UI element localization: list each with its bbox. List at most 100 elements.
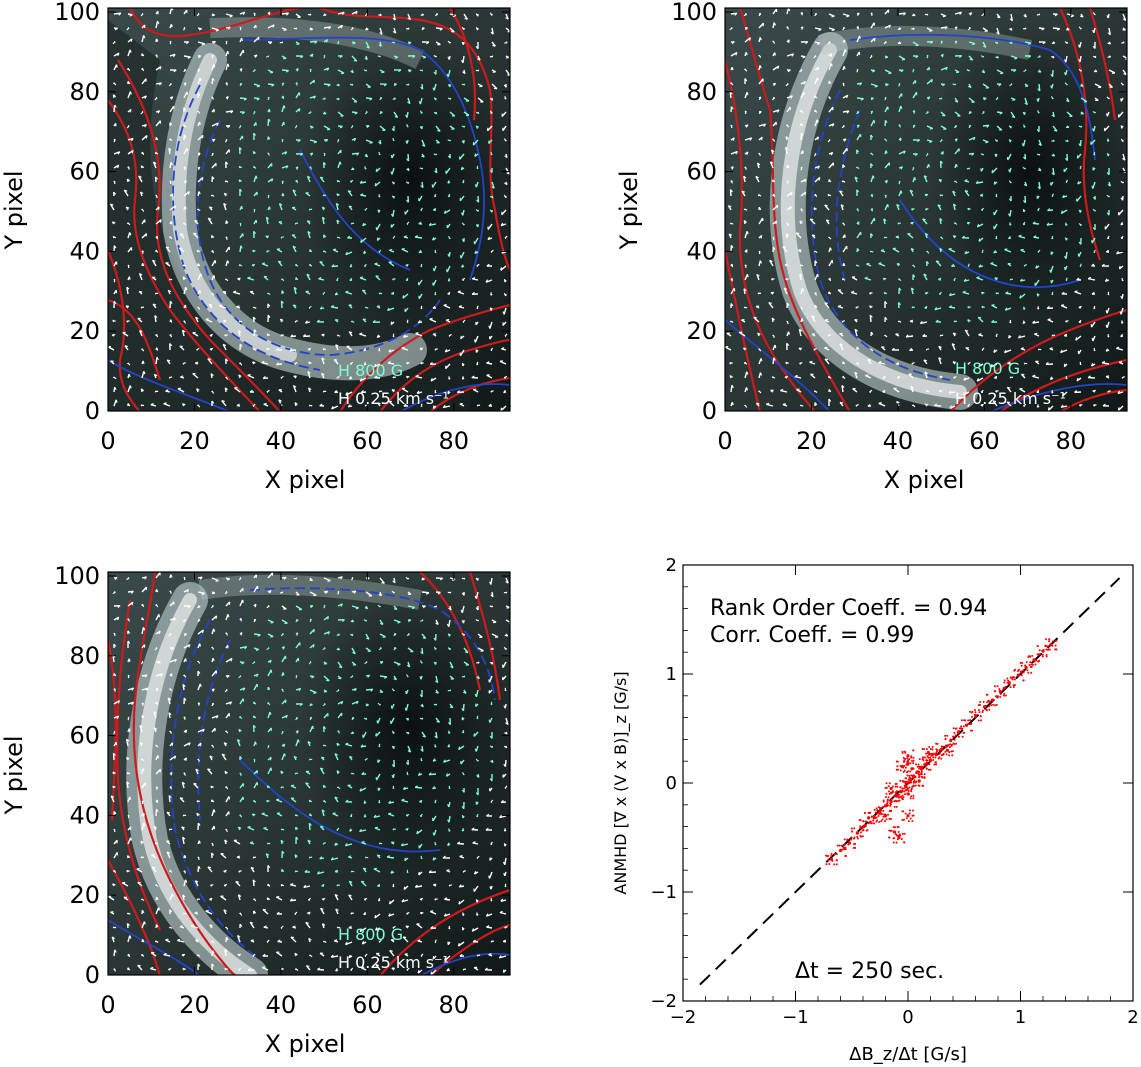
vector-arrow-head [1024,102,1028,106]
vector-arrow [505,167,510,175]
vector-arrow-head [461,577,465,580]
vector-arrow-head [350,27,354,31]
vector-arrow-head [731,384,734,389]
vector-arrow [345,743,353,747]
vector-arrow-head [349,828,352,832]
vector-arrow-head [885,119,888,124]
vector-arrow-head [1092,208,1096,212]
vector-arrow-head [434,799,437,803]
vector-arrow-head [239,716,243,720]
vector-arrow-head [504,155,508,159]
vector-arrow [220,895,227,901]
vector-arrow-head [828,389,832,393]
vector-arrow [267,669,272,677]
vector-arrow-head [755,175,759,179]
vector-arrow-head [435,622,439,626]
vector-arrow-head [171,8,174,11]
vector-arrow-head [929,127,933,130]
vector-arrow-head [170,24,173,28]
vector-arrow-head [337,786,341,790]
vector-arrow [155,572,161,579]
vector-arrow-head [211,194,215,197]
vector-arrow-head [790,95,793,99]
vector-arrow-head [404,707,407,711]
vector-arrow [1090,321,1096,328]
vector-arrow-head [786,26,789,30]
vector-arrow-head [436,720,440,723]
vector-arrow-head [323,744,327,747]
vector-arrow-head [140,111,144,115]
vector-arrow [113,12,122,15]
vector-arrow [772,109,780,113]
vector-arrow [220,853,227,859]
vector-arrow-head [500,267,503,271]
vector-arrow-head [870,233,874,237]
vector-arrow [219,305,227,309]
vector-arrow [405,703,409,711]
vector-arrow-head [127,630,131,634]
vector-arrow [222,344,227,351]
vector-arrow-head [224,689,228,693]
vector-arrow-head [363,619,367,622]
vector-arrow-head [461,125,465,128]
vector-arrow-head [1122,18,1127,21]
vector-arrow-head [813,55,817,59]
vector-arrow [407,153,410,162]
vector-arrow [281,655,287,663]
vector-arrow-head [278,399,282,402]
vector-arrow-head [435,691,439,694]
vector-arrow-head [883,291,888,295]
vector-arrow-head [294,854,298,857]
vector-arrow [447,69,451,77]
vector-arrow-head [113,752,116,756]
vector-arrow-head [169,909,173,913]
vector-arrow-head [157,110,161,114]
vector-arrow-head [307,741,311,744]
vector-arrow-head [390,321,393,325]
vector-arrow-head [388,913,391,917]
vector-arrow-head [127,967,131,971]
vector-arrow-head [166,811,171,814]
vector-arrow [293,287,297,295]
vector-arrow-head [446,269,448,273]
vector-arrow [127,837,132,845]
vector-arrow-head [1004,307,1008,311]
vector-arrow-head [428,222,432,226]
vector-arrow-head [898,302,901,306]
vector-arrow-head [433,54,437,58]
vector-arrow-head [309,717,313,721]
vector-arrow-head [757,332,761,336]
vector-arrow-head [337,139,340,143]
y-tick-label: 100 [54,0,100,26]
vector-arrow-head [900,166,903,170]
vector-arrow-head [922,333,926,337]
vector-arrow-head [290,784,295,787]
vector-arrow [331,857,339,861]
vector-arrow [351,605,359,609]
vector-arrow-head [1092,45,1096,49]
vector-arrow [205,910,213,915]
vector-arrow-head [1009,319,1012,324]
vector-arrow [1122,13,1127,21]
vector-arrow [854,329,858,337]
vector-arrow-head [157,755,160,759]
vector-arrow-head [223,883,228,887]
vector-arrow-head [229,701,233,705]
vector-arrow-head [417,939,421,942]
vector-arrow-head [405,690,408,695]
vector-arrow [954,111,961,117]
vector-arrow-head [250,841,254,844]
vector-arrow-head [1090,363,1094,367]
vector-arrow-head [196,13,200,17]
vector-arrow-head [305,320,308,324]
vector-arrow-head [828,179,832,183]
x-axis-label: X pixel [884,466,965,494]
vector-arrow-head [241,661,245,665]
vector-arrow-head [225,358,229,362]
vector-arrow-head [448,884,453,887]
vector-arrow-head [215,715,219,719]
vector-arrow-head [129,935,132,939]
vector-arrow-head [263,402,267,405]
vector-arrow-head [859,35,861,39]
vector-arrow-head [170,647,174,651]
